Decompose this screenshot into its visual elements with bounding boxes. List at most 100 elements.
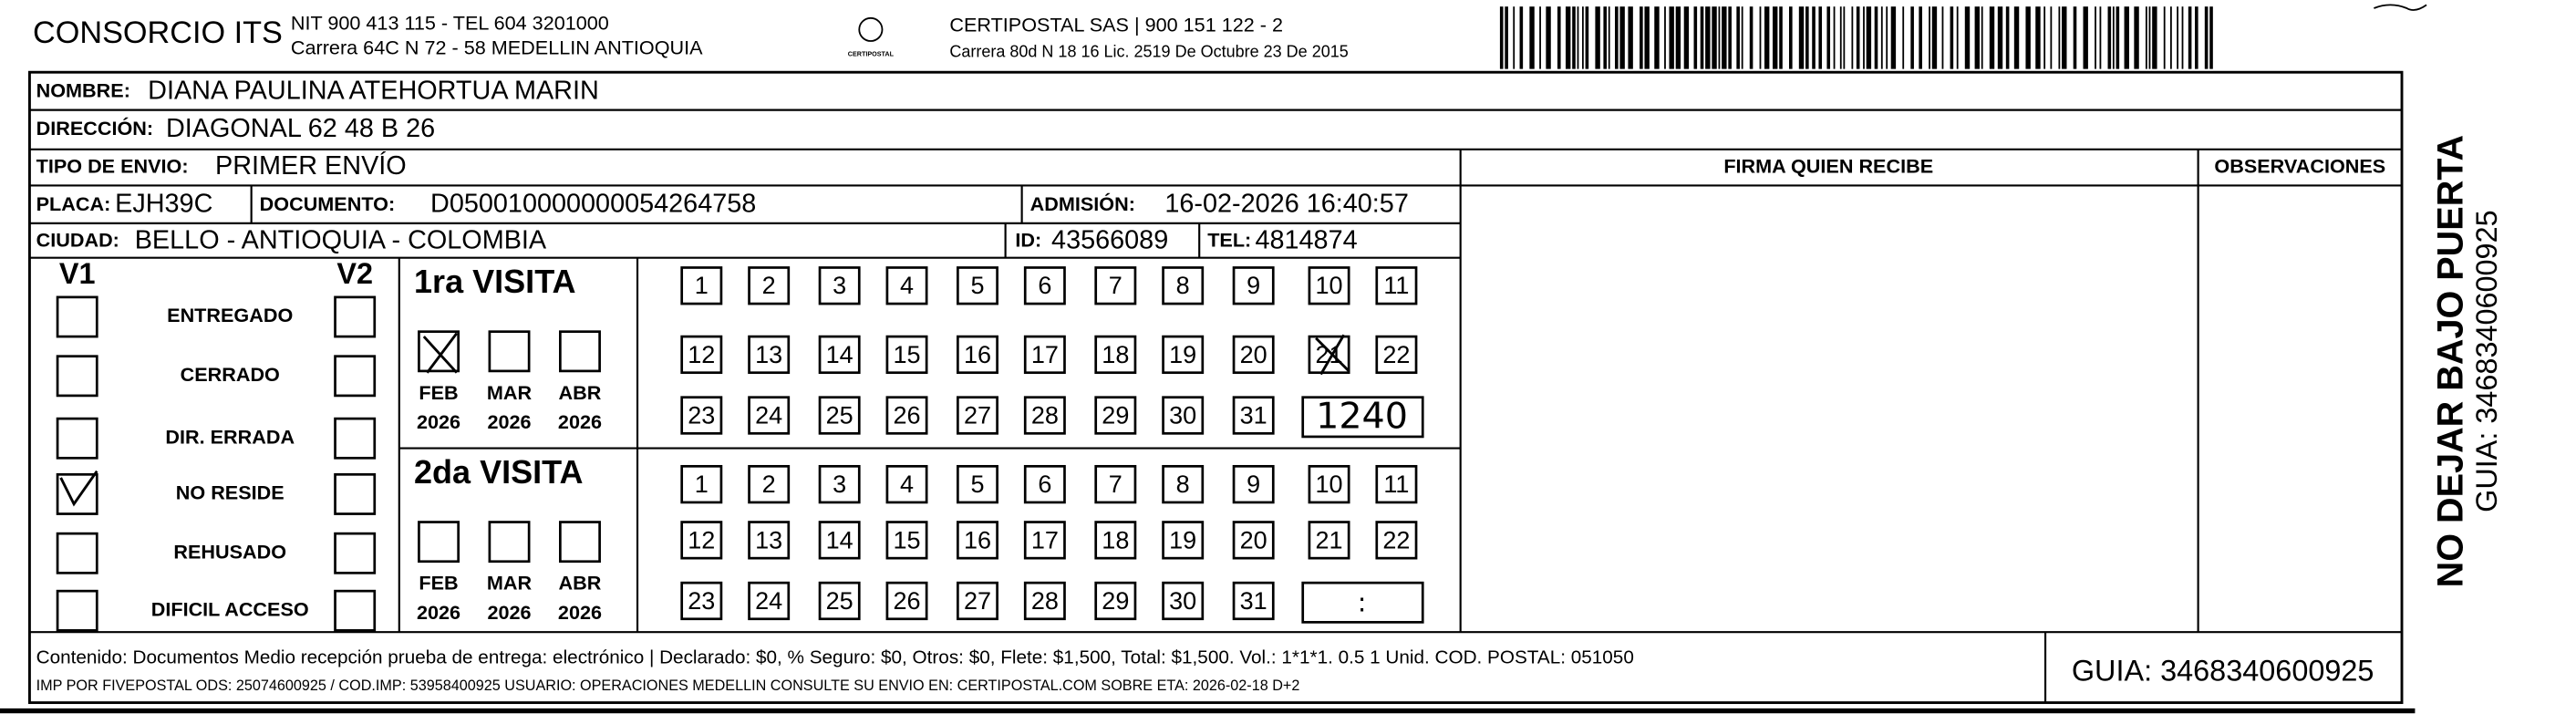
field-value: 16-02-2026 16:40:57 (1164, 190, 1408, 219)
barcode-bar (1577, 6, 1579, 69)
barcode-bar (2058, 6, 2061, 69)
day: 17 (1031, 526, 1059, 553)
day: 3 (833, 471, 846, 498)
day: 12 (688, 526, 715, 553)
field-label: PLACA: (36, 192, 111, 215)
logo-text: CERTIPOSTAL (848, 49, 895, 57)
day: 1 (695, 272, 709, 299)
checkbox (1094, 396, 1137, 435)
barcode-bar (1950, 6, 1954, 69)
barcode-bar (1890, 6, 1897, 69)
barcode-bar (1603, 6, 1608, 69)
barcode-bar (1664, 6, 1666, 69)
checkbox (56, 472, 98, 515)
checkbox (418, 330, 460, 373)
column-header: FIRMA QUIEN RECIBE (1723, 154, 1933, 177)
barcode-bar (1749, 6, 1754, 69)
field-label: ID: (1015, 228, 1041, 251)
checkbox (1162, 266, 1205, 305)
footer-print-info: IMP POR FIVEPOSTAL ODS: 25074600925 / CO… (36, 677, 1300, 694)
checkbox (885, 581, 928, 621)
barcode-bar (1736, 6, 1740, 69)
checkbox (1232, 464, 1275, 504)
checkbox (1308, 464, 1350, 504)
day: 7 (1109, 272, 1122, 299)
day: 4 (900, 471, 914, 498)
checkbox (1094, 335, 1137, 375)
barcode-bar (1863, 6, 1865, 69)
barcode-bar (1866, 6, 1872, 69)
day: 16 (964, 341, 991, 368)
checkbox (885, 521, 928, 560)
barcode-bar (2134, 6, 2139, 69)
barcode-bar (2181, 6, 2184, 69)
day: 2 (762, 272, 776, 299)
checkbox (334, 355, 377, 398)
barcode-bar (1851, 6, 1854, 69)
day: 27 (964, 401, 991, 429)
handwritten-marks (59, 332, 1350, 507)
checkbox (748, 581, 791, 621)
day: 8 (1176, 272, 1190, 299)
checkbox (488, 330, 531, 373)
day: 30 (1169, 587, 1196, 615)
label-border (27, 70, 2404, 705)
checkbox (748, 521, 791, 560)
day: 24 (755, 587, 782, 615)
checkbox (334, 417, 377, 460)
barcode-bar (1874, 6, 1878, 69)
barcode-bar (1557, 6, 1561, 69)
checkbox (818, 335, 861, 375)
checkbox (1162, 521, 1205, 560)
side-guia: GUIA: 3468340600925 (2470, 210, 2503, 512)
checkbox (334, 295, 377, 338)
day: 20 (1240, 526, 1267, 553)
visit-title: 2da VISITA (414, 453, 584, 491)
year: 2026 (558, 601, 602, 624)
barcode-bar (1759, 6, 1762, 69)
barcode-bar (1839, 6, 1842, 69)
field-value: EJH39C (115, 190, 212, 219)
barcode-bar (2083, 6, 2088, 69)
checkbox (1232, 581, 1275, 621)
barcode-bar (1546, 6, 1551, 69)
checkbox (1162, 581, 1205, 621)
barcode-bar (1693, 6, 1698, 69)
field-label: ADMISIÓN: (1030, 192, 1135, 215)
day: 27 (964, 587, 991, 615)
checkbox (680, 266, 723, 305)
checkbox (1301, 396, 1424, 439)
checkbox (1162, 335, 1205, 375)
day: 16 (964, 526, 991, 553)
checkbox (559, 330, 601, 373)
checkbox (1094, 464, 1137, 504)
barcode-bar (1826, 6, 1831, 69)
barcode-bar (1628, 6, 1633, 69)
barcode-bar (1595, 6, 1600, 69)
checkbox (748, 464, 791, 504)
barcode-bar (1964, 6, 1971, 69)
month: ABR (559, 572, 602, 595)
status-option: REHUSADO (173, 540, 286, 563)
carrier-address: Carrera 80d N 18 16 Lic. 2519 De Octubre… (949, 42, 1348, 60)
month: FEB (419, 381, 458, 404)
checkbox (1023, 581, 1066, 621)
day: 21 (1316, 526, 1343, 553)
barcode-bar (1519, 6, 1524, 69)
field-label: CIUDAD: (36, 228, 119, 251)
day: 28 (1031, 587, 1059, 615)
field-value: PRIMER ENVÍO (215, 150, 407, 181)
month: MAR (487, 572, 533, 595)
day: 1 (695, 471, 709, 498)
barcode-bar (2188, 6, 2192, 69)
checkbox (1023, 521, 1066, 560)
barcode-bar (1513, 6, 1516, 69)
day: 31 (1240, 401, 1267, 429)
checkbox (334, 589, 377, 632)
checkbox (559, 521, 601, 564)
barcode-bar (1989, 6, 1995, 69)
barcode-bar (1886, 6, 1888, 69)
checkbox (885, 464, 928, 504)
